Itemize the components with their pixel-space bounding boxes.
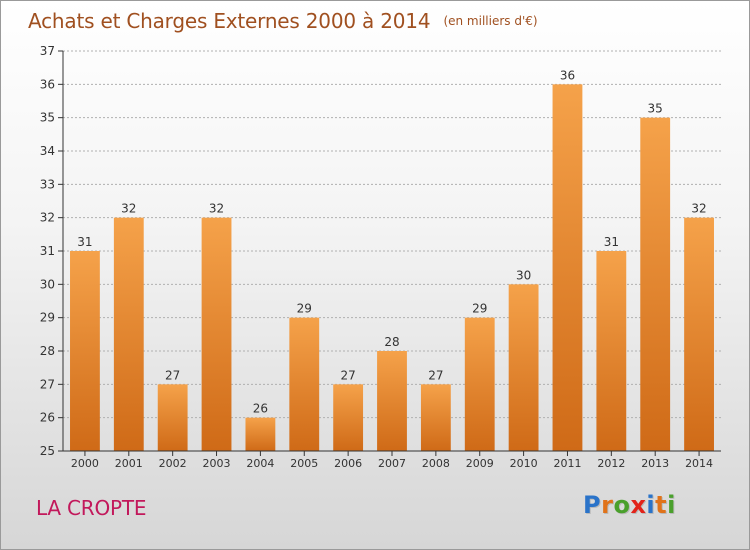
y-tick-label: 26 <box>40 411 55 425</box>
commune-name: LA CROPTE <box>36 496 147 520</box>
bars <box>70 84 714 452</box>
y-tick-label: 31 <box>40 244 55 258</box>
bar-2012 <box>596 251 627 451</box>
y-tick-label: 29 <box>40 311 55 325</box>
logo-letter: P <box>583 491 602 519</box>
data-labels: 31 32 27 32 26 29 27 28 27 29 30 36 31 35 32 <box>77 68 706 415</box>
x-tick-label: 2005 <box>290 457 318 470</box>
x-tick-label: 2000 <box>71 457 99 470</box>
chart-title: Achats et Charges Externes 2000 à 2014 <box>28 9 431 33</box>
data-label: 32 <box>121 202 136 216</box>
bar-2004 <box>245 417 276 451</box>
logo-letter: i <box>667 491 676 519</box>
x-tick-label: 2007 <box>378 457 406 470</box>
y-tick-label: 27 <box>40 377 55 391</box>
logo-letter: r <box>601 491 614 519</box>
data-label: 36 <box>560 68 575 82</box>
data-label: 29 <box>472 302 487 316</box>
bar-2005 <box>289 317 320 451</box>
bar-2006 <box>333 384 364 451</box>
y-tick-label: 34 <box>40 144 55 158</box>
bar-2003 <box>201 217 232 451</box>
bar-2001 <box>113 217 144 451</box>
data-label: 27 <box>165 368 180 382</box>
y-tick-label: 33 <box>40 177 55 191</box>
y-tick-label: 30 <box>40 277 55 291</box>
data-label: 27 <box>428 368 443 382</box>
bar-2014 <box>684 217 714 451</box>
data-label: 26 <box>253 402 268 416</box>
data-label: 29 <box>297 302 312 316</box>
data-label: 31 <box>604 235 619 249</box>
y-tick-label: 37 <box>40 44 55 58</box>
x-tick-label: 2006 <box>334 457 362 470</box>
logo-letter: x <box>630 491 647 519</box>
logo-letter: t <box>655 491 668 519</box>
data-label: 27 <box>340 368 355 382</box>
y-tick-label: 28 <box>40 344 55 358</box>
bar-2002 <box>157 384 188 451</box>
x-tick-label: 2014 <box>685 457 713 470</box>
data-label: 31 <box>77 235 92 249</box>
x-tick-label: 2010 <box>510 457 538 470</box>
bar-2013 <box>640 117 671 452</box>
bar-2008 <box>420 384 451 451</box>
bar-2007 <box>377 351 407 451</box>
bar-2000 <box>70 251 100 451</box>
x-tick-label: 2002 <box>159 457 187 470</box>
bar-2011 <box>552 84 583 451</box>
bar-2010 <box>508 284 539 451</box>
x-tick-label: 2001 <box>115 457 143 470</box>
x-tick-label: 2004 <box>246 457 274 470</box>
x-tick-label: 2012 <box>597 457 625 470</box>
y-tick-label: 32 <box>40 211 55 225</box>
proxiti-logo: Proxiti <box>583 491 676 519</box>
data-label: 32 <box>691 202 706 216</box>
data-label: 32 <box>209 202 224 216</box>
data-label: 28 <box>384 335 399 349</box>
y-tick-label: 36 <box>40 77 55 91</box>
x-tick-label: 2013 <box>641 457 669 470</box>
title-block: Achats et Charges Externes 2000 à 2014 (… <box>28 9 538 33</box>
x-tick-label: 2009 <box>466 457 494 470</box>
y-tick-label: 35 <box>40 111 55 125</box>
logo-letter: i <box>646 491 656 519</box>
data-label: 35 <box>648 102 663 116</box>
logo-letter: o <box>613 491 631 519</box>
axes: 25 26 27 28 29 30 31 32 33 34 35 36 37 2000 2001 2002 20… <box>40 44 721 470</box>
chart-subtitle: (en milliers d'€) <box>443 14 538 28</box>
bar-2009 <box>464 317 495 451</box>
x-tick-label: 2008 <box>422 457 450 470</box>
y-tick-label: 25 <box>40 444 55 458</box>
x-tick-label: 2011 <box>553 457 581 470</box>
x-tick-label: 2003 <box>203 457 231 470</box>
data-label: 30 <box>516 268 531 282</box>
